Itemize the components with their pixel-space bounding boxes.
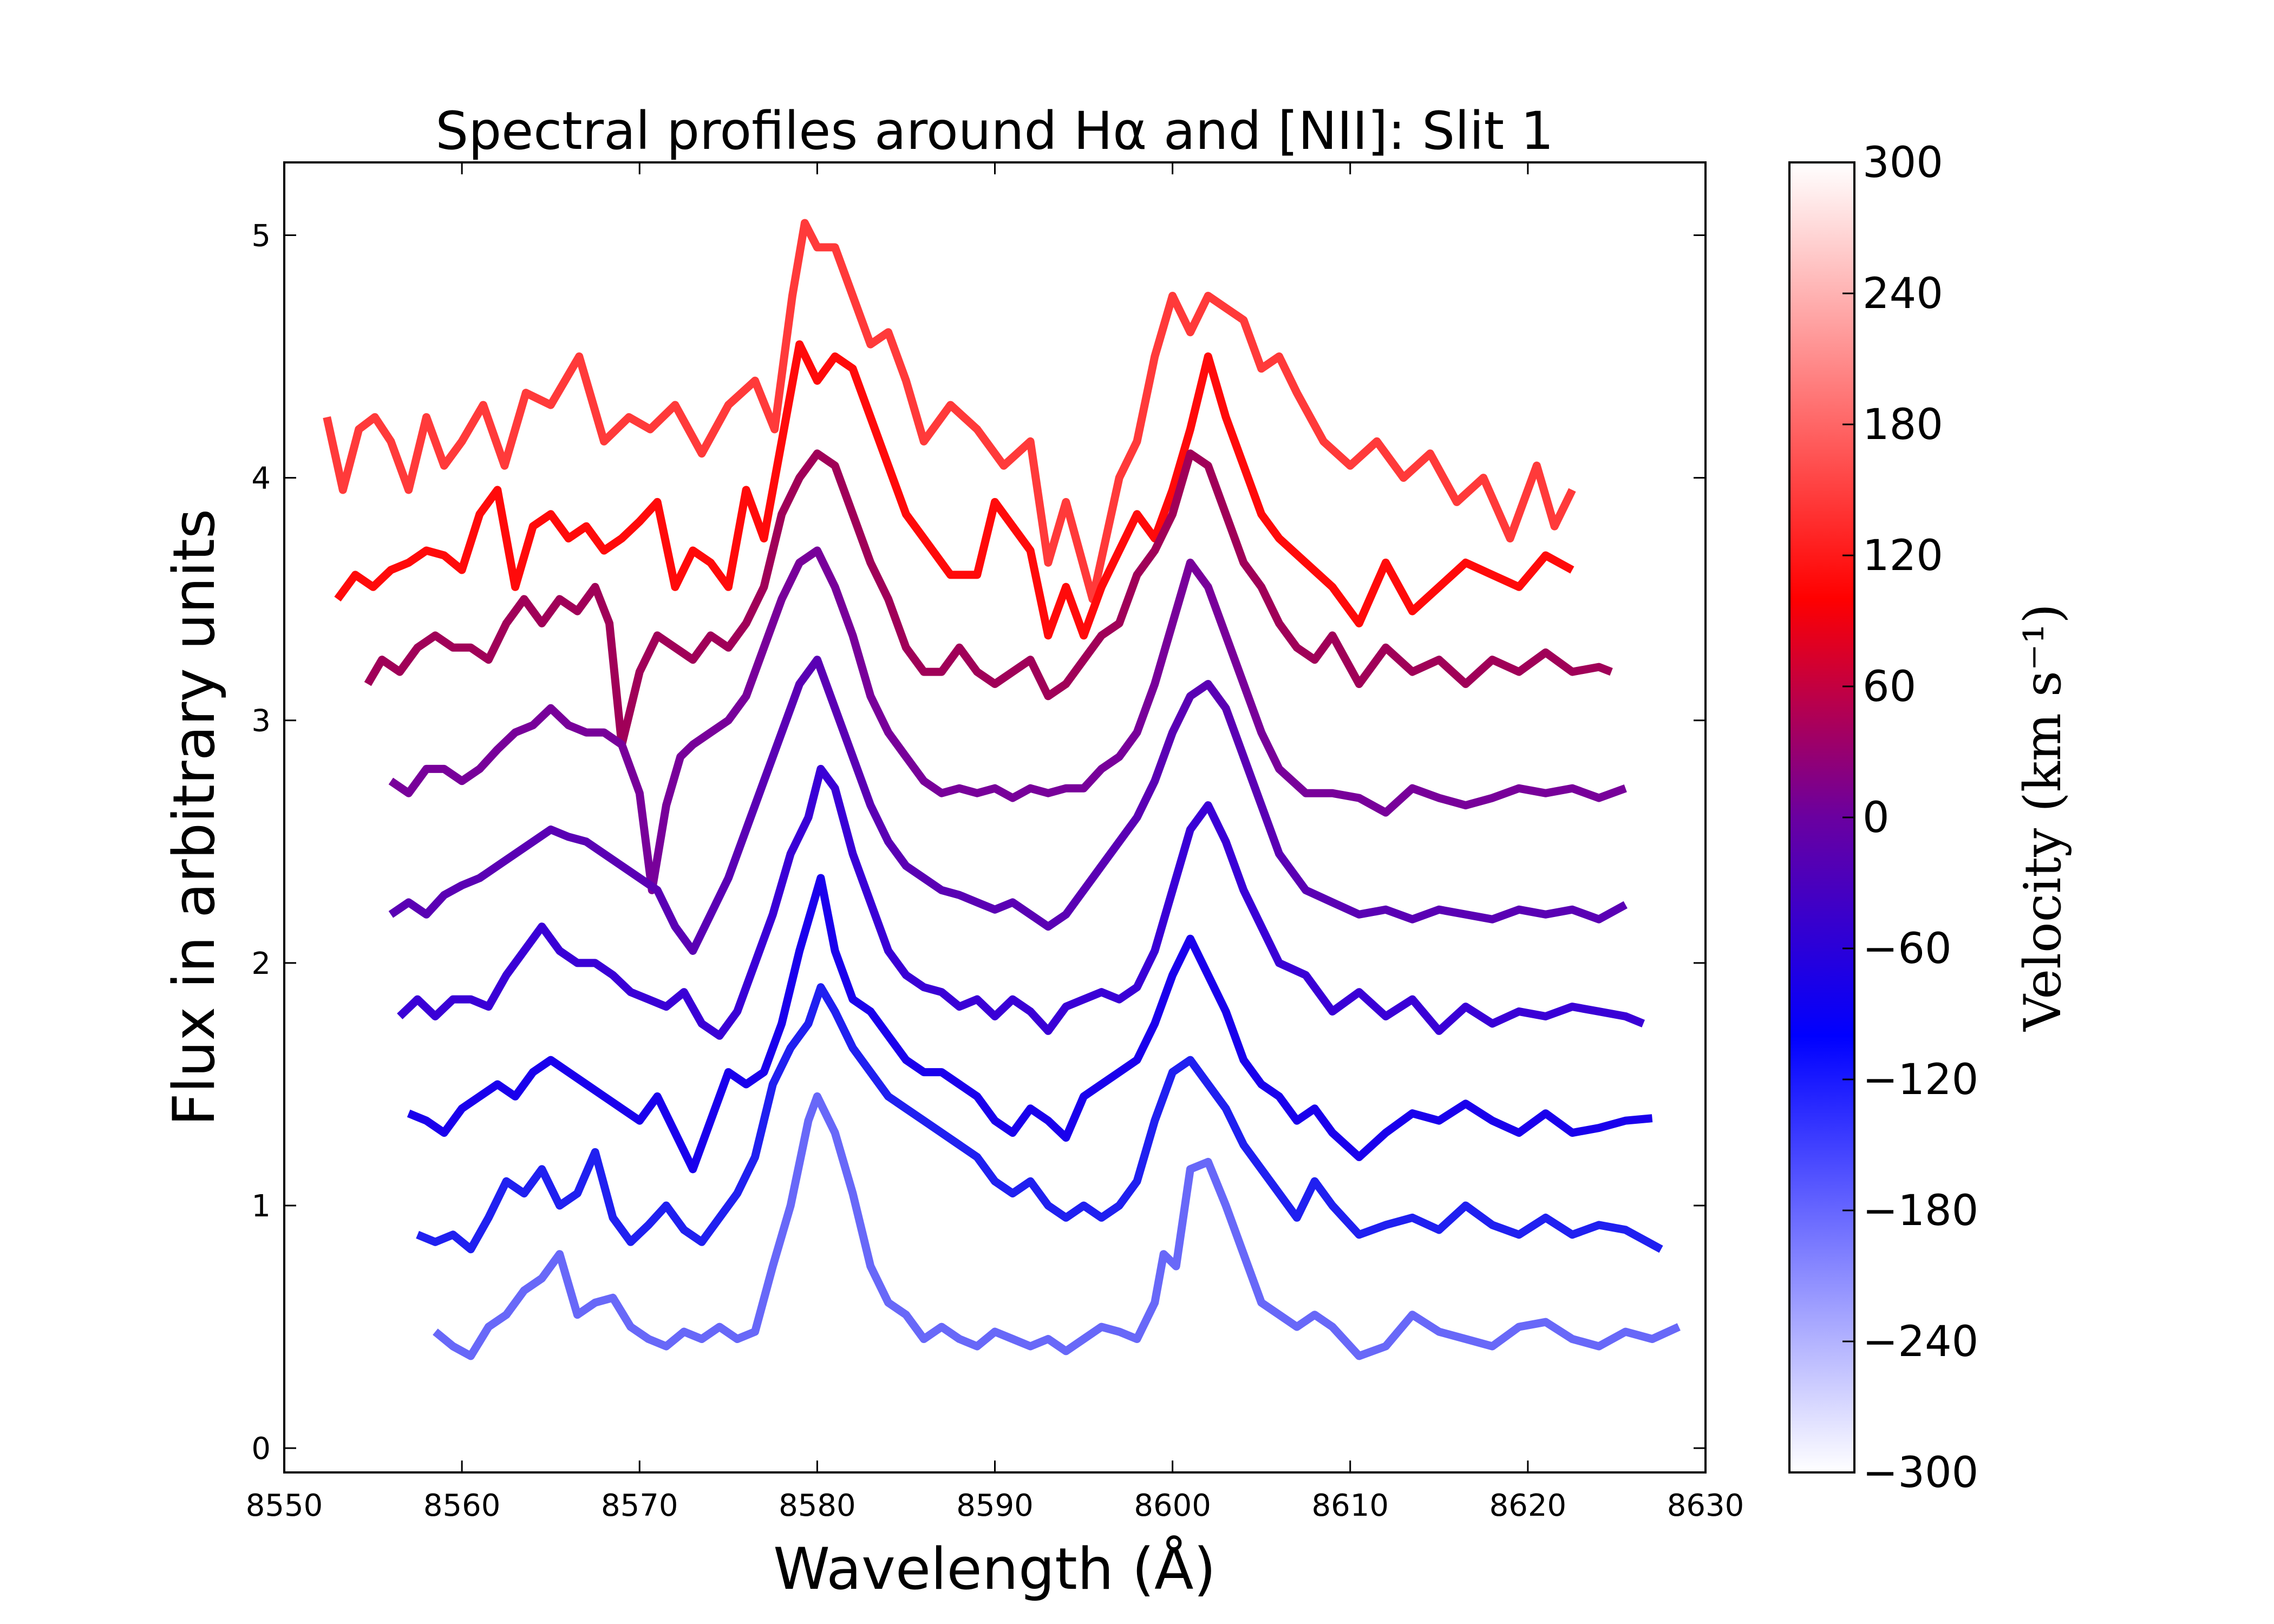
colorbar-tick-label: −120 — [1863, 1056, 1978, 1104]
y-axis-label: Flux in arbitrary units — [161, 509, 227, 1126]
plot-frame — [283, 161, 1707, 1474]
y-tick-label: 3 — [251, 704, 271, 739]
x-tick-label: 8610 — [1311, 1488, 1389, 1523]
y-tick-label: 4 — [251, 461, 271, 496]
colorbar-ticks: 300 240 180 120 60 0 −60 −120 −180 −240 −300 — [1842, 139, 1978, 1497]
colorbar-tick-label: −240 — [1863, 1318, 1978, 1366]
y-tick-label: 0 — [251, 1431, 271, 1466]
spectrum-line-7 — [407, 874, 1653, 1174]
x-tick-label: 8620 — [1489, 1488, 1567, 1523]
x-axis: 8550 8560 8570 8580 8590 8600 8610 8620 8630 — [246, 162, 1744, 1523]
colorbar-tick-label: 300 — [1863, 139, 1943, 187]
chart-title: Spectral profiles around Hα and [NII]: S… — [435, 101, 1554, 161]
y-axis: 0 1 2 3 4 5 — [251, 218, 1706, 1466]
spectrum-line-6 — [397, 764, 1645, 1040]
colorbar-label: Velocity (km s⁻¹) — [2014, 604, 2073, 1032]
spectrum-line-9 — [433, 1092, 1681, 1360]
colorbar-tick-label: 0 — [1863, 794, 1890, 842]
spectrum-line-3 — [364, 449, 1613, 749]
colorbar-tick-label: 240 — [1863, 270, 1943, 318]
colorbar-tick-label: 120 — [1863, 532, 1943, 580]
x-tick-label: 8600 — [1134, 1488, 1211, 1523]
x-axis-label: Wavelength (Å) — [773, 1536, 1216, 1602]
series-layer — [323, 219, 1681, 1360]
y-tick-label: 5 — [251, 218, 271, 253]
spectrum-line-5 — [388, 656, 1628, 955]
x-tick-label: 8590 — [956, 1488, 1034, 1523]
colorbar-tick-label: −180 — [1863, 1187, 1978, 1235]
colorbar-tick-label: 60 — [1863, 663, 1916, 711]
colorbar-tick-label: −300 — [1863, 1449, 1978, 1497]
spectrum-line-4 — [388, 546, 1627, 894]
x-tick-label: 8560 — [423, 1488, 501, 1523]
x-tick-label: 8570 — [601, 1488, 678, 1523]
spectrum-line-2 — [334, 340, 1574, 640]
colorbar-tick-label: −60 — [1863, 925, 1952, 973]
spectrum-line-8 — [416, 983, 1663, 1254]
y-tick-label: 2 — [251, 946, 271, 981]
x-tick-label: 8630 — [1667, 1488, 1744, 1523]
x-tick-label: 8550 — [246, 1488, 323, 1523]
colorbar-tick-label: 180 — [1863, 401, 1943, 449]
x-tick-label: 8580 — [779, 1488, 856, 1523]
spectrum-line-1 — [323, 219, 1576, 604]
y-tick-label: 1 — [251, 1189, 271, 1224]
